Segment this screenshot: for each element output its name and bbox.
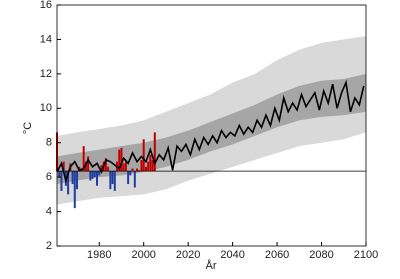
y-tick-label: 12 <box>40 68 52 80</box>
bar <box>71 171 74 185</box>
y-tick-label: 8 <box>46 137 52 149</box>
x-tick-label: 2000 <box>131 249 155 261</box>
bar <box>84 161 87 172</box>
x-tick-label: 2040 <box>220 249 244 261</box>
y-tick-label: 2 <box>46 240 52 252</box>
bar <box>113 171 116 191</box>
bar <box>100 165 103 172</box>
bar <box>118 149 121 172</box>
bar <box>93 171 96 178</box>
x-tick-label: 2100 <box>354 249 378 261</box>
bar <box>98 171 101 176</box>
y-axis-label: °C <box>22 122 34 134</box>
bar <box>82 146 85 172</box>
bar <box>91 171 94 179</box>
bar <box>140 159 143 172</box>
y-tick-label: 10 <box>40 102 52 114</box>
y-tick-label: 14 <box>40 33 52 45</box>
bar <box>89 171 92 181</box>
y-tick-label: 16 <box>40 0 52 11</box>
x-axis-label: År <box>206 259 217 272</box>
y-tick-label: 6 <box>46 171 52 183</box>
bar <box>129 171 132 176</box>
bar <box>136 168 139 172</box>
bar <box>111 171 114 185</box>
plot-frame <box>56 4 367 247</box>
bar <box>67 171 70 195</box>
bar <box>127 171 130 185</box>
bar <box>138 170 141 172</box>
bar <box>107 166 110 172</box>
bar <box>120 147 123 172</box>
bar <box>153 132 156 172</box>
bar <box>124 161 127 172</box>
x-tick-label: 1980 <box>87 249 111 261</box>
bar <box>122 163 125 172</box>
bar <box>109 171 112 190</box>
bar <box>58 171 61 178</box>
bar <box>96 171 99 186</box>
bar <box>142 139 145 172</box>
bar <box>87 156 90 172</box>
bar <box>62 161 65 172</box>
bar <box>104 158 107 172</box>
y-tick-label: 4 <box>46 205 52 217</box>
bar <box>149 154 152 172</box>
x-tick-label: 2020 <box>176 249 200 261</box>
x-tick-label: 2060 <box>265 249 289 261</box>
bar <box>73 171 76 209</box>
bar <box>147 161 150 172</box>
bar <box>131 168 134 172</box>
mean-line <box>56 79 365 184</box>
bar <box>144 166 147 172</box>
bar <box>151 159 154 172</box>
bar <box>76 171 79 190</box>
bar <box>133 171 136 188</box>
bar <box>60 171 63 191</box>
x-tick-label: 2080 <box>309 249 333 261</box>
